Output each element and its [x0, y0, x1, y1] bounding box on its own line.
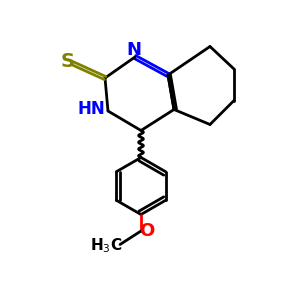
Text: S: S	[61, 52, 74, 71]
Text: N: N	[126, 41, 141, 59]
Text: HN: HN	[78, 100, 105, 118]
Text: O: O	[139, 222, 154, 240]
Text: H$_3$C: H$_3$C	[90, 237, 123, 255]
